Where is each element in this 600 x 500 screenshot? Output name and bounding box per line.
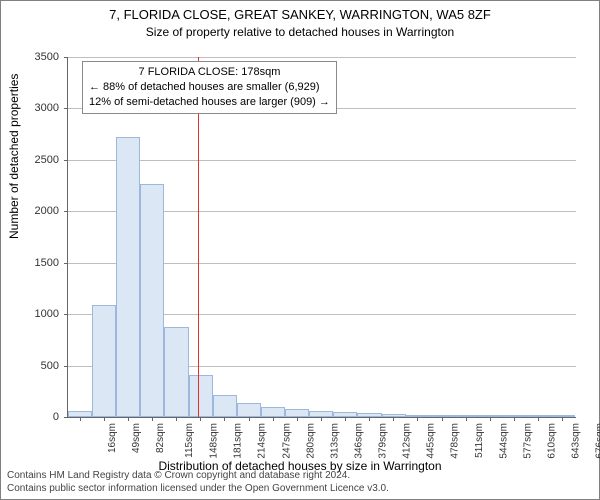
histogram-bar <box>116 137 140 417</box>
info-box-line2: 12% of semi-detached houses are larger (… <box>89 95 330 110</box>
xtick-mark <box>128 417 129 421</box>
ytick-label: 3000 <box>9 102 59 114</box>
ytick-label: 1500 <box>9 257 59 269</box>
xtick-mark <box>273 417 274 421</box>
xtick-label: 247sqm <box>281 423 292 459</box>
ytick-mark <box>64 160 68 161</box>
ytick-mark <box>64 211 68 212</box>
xtick-mark <box>345 417 346 421</box>
xtick-label: 214sqm <box>257 423 268 459</box>
xtick-mark <box>490 417 491 421</box>
xtick-mark <box>297 417 298 421</box>
footer-line2: Contains public sector information licen… <box>7 483 389 496</box>
xtick-mark <box>200 417 201 421</box>
histogram-bar <box>237 403 261 417</box>
xtick-label: 577sqm <box>522 423 533 459</box>
xtick-mark <box>514 417 515 421</box>
xtick-label: 379sqm <box>378 423 389 459</box>
xtick-label: 544sqm <box>498 423 509 459</box>
ytick-label: 500 <box>9 360 59 372</box>
xtick-label: 676sqm <box>595 423 600 459</box>
ytick-label: 2500 <box>9 154 59 166</box>
histogram-bar <box>92 305 116 417</box>
ytick-mark <box>64 417 68 418</box>
ytick-mark <box>64 314 68 315</box>
chart-subtitle: Size of property relative to detached ho… <box>1 25 599 39</box>
ytick-mark <box>64 263 68 264</box>
ytick-label: 2000 <box>9 205 59 217</box>
footer-line1: Contains HM Land Registry data © Crown c… <box>7 470 389 483</box>
chart-frame: 7, FLORIDA CLOSE, GREAT SANKEY, WARRINGT… <box>0 0 600 500</box>
xtick-label: 346sqm <box>353 423 364 459</box>
xtick-mark <box>224 417 225 421</box>
xtick-label: 115sqm <box>184 423 195 458</box>
xtick-label: 643sqm <box>571 423 582 459</box>
ytick-mark <box>64 57 68 58</box>
attribution-footer: Contains HM Land Registry data © Crown c… <box>7 470 389 495</box>
xtick-label: 445sqm <box>426 423 437 459</box>
xtick-mark <box>466 417 467 421</box>
xtick-label: 148sqm <box>209 423 220 459</box>
gridline-h <box>68 57 576 58</box>
xtick-label: 511sqm <box>473 423 484 458</box>
xtick-label: 82sqm <box>155 423 166 453</box>
xtick-mark <box>321 417 322 421</box>
xtick-mark <box>176 417 177 421</box>
xtick-label: 49sqm <box>131 423 142 453</box>
xtick-mark <box>393 417 394 421</box>
xtick-label: 610sqm <box>546 423 557 459</box>
xtick-mark <box>80 417 81 421</box>
xtick-label: 16sqm <box>107 423 118 453</box>
ytick-label: 3500 <box>9 51 59 63</box>
ytick-label: 0 <box>9 411 59 423</box>
xtick-label: 280sqm <box>305 423 316 459</box>
ytick-mark <box>64 366 68 367</box>
histogram-bar <box>189 375 213 417</box>
xtick-label: 181sqm <box>233 423 244 459</box>
xtick-mark <box>442 417 443 421</box>
info-box-header: 7 FLORIDA CLOSE: 178sqm <box>89 65 330 80</box>
ytick-mark <box>64 108 68 109</box>
histogram-bar <box>140 184 164 417</box>
xtick-mark <box>538 417 539 421</box>
xtick-mark <box>104 417 105 421</box>
histogram-bar <box>164 327 188 418</box>
xtick-mark <box>562 417 563 421</box>
xtick-label: 313sqm <box>329 423 340 459</box>
xtick-mark <box>417 417 418 421</box>
ytick-label: 1000 <box>9 308 59 320</box>
histogram-bar <box>285 409 309 417</box>
marker-info-box: 7 FLORIDA CLOSE: 178sqm ← 88% of detache… <box>82 61 337 114</box>
xtick-mark <box>152 417 153 421</box>
xtick-label: 478sqm <box>450 423 461 459</box>
xtick-mark <box>249 417 250 421</box>
histogram-bar <box>213 395 237 417</box>
chart-title: 7, FLORIDA CLOSE, GREAT SANKEY, WARRINGT… <box>1 7 599 22</box>
xtick-label: 412sqm <box>402 423 413 459</box>
info-box-line1: ← 88% of detached houses are smaller (6,… <box>89 80 330 95</box>
plot-area: 16sqm49sqm82sqm115sqm148sqm181sqm214sqm2… <box>67 57 576 418</box>
xtick-mark <box>369 417 370 421</box>
gridline-h <box>68 160 576 161</box>
histogram-bar <box>261 407 285 417</box>
